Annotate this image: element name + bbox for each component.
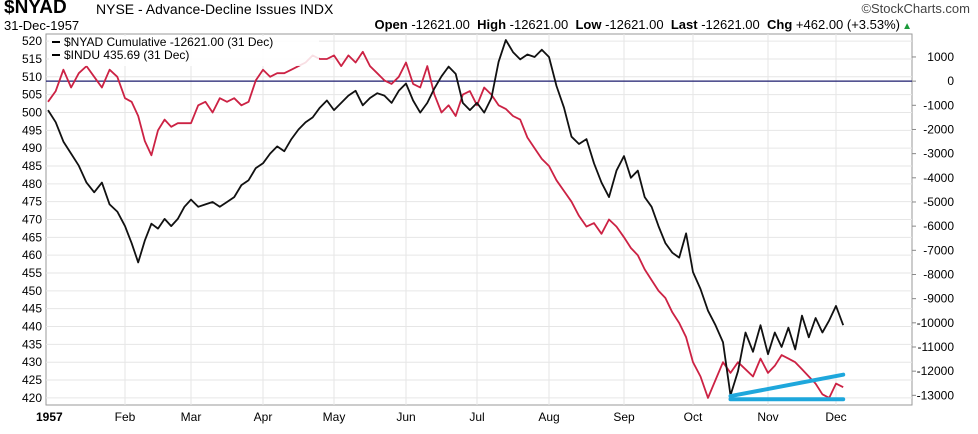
- high-label: High: [477, 17, 507, 32]
- x-tick-label: May: [323, 410, 346, 424]
- y-right-tick-label: -5000: [923, 195, 954, 209]
- y-right-tick-label: -4000: [923, 171, 954, 185]
- y-right-tick-label: -13000: [917, 388, 955, 402]
- y-left-tick-label: 420: [22, 391, 42, 405]
- ohlc-readout: Open -12621.00 High -12621.00 Low -12621…: [374, 17, 900, 32]
- y-left-tick-label: 480: [22, 177, 42, 191]
- y-right-tick-label: -2000: [923, 122, 954, 136]
- y-left-tick-label: 430: [22, 355, 42, 369]
- brand-watermark: ©StockCharts.com: [861, 1, 970, 16]
- y-right-tick-label: -6000: [923, 219, 954, 233]
- legend-box: [49, 36, 319, 66]
- y-left-tick-label: 520: [22, 34, 42, 48]
- chg-label: Chg: [767, 17, 793, 32]
- legend-entry: $NYAD Cumulative -12621.00 (31 Dec): [64, 35, 273, 49]
- y-right-tick-label: -9000: [923, 292, 954, 306]
- y-right-tick-label: -7000: [923, 243, 954, 257]
- x-tick-label: 1957: [36, 410, 63, 424]
- x-tick-label: Feb: [115, 410, 136, 424]
- series-line-indu: [47, 50, 844, 399]
- y-left-tick-label: 425: [22, 373, 42, 387]
- open-label: Open: [374, 17, 408, 32]
- y-right-tick-label: -3000: [923, 147, 954, 161]
- y-left-tick-label: 495: [22, 123, 42, 137]
- y-left-tick-label: 510: [22, 70, 42, 84]
- y-left-tick-label: 470: [22, 213, 42, 227]
- y-left-tick-label: 460: [22, 248, 42, 262]
- trendline: [728, 372, 846, 399]
- low-label: Low: [575, 17, 602, 32]
- x-tick-label: Oct: [684, 410, 703, 424]
- last-value: -12621.00: [701, 17, 760, 32]
- y-left-tick-label: 455: [22, 266, 42, 280]
- series-line-nyad: [47, 39, 845, 397]
- x-tick-label: Sep: [613, 410, 635, 424]
- symbol-description: NYSE - Advance-Decline Issues INDX: [96, 1, 334, 17]
- x-tick-label: Jun: [396, 410, 415, 424]
- high-value: -12621.00: [509, 17, 569, 32]
- x-tick-label: Dec: [825, 410, 846, 424]
- chart-date: 31-Dec-1957: [4, 18, 80, 33]
- symbol-title: $NYAD: [4, 0, 67, 18]
- x-tick-label: Aug: [538, 410, 559, 424]
- y-left-tick-label: 490: [22, 141, 42, 155]
- legend-entry: $INDU 435.69 (31 Dec): [64, 48, 189, 62]
- x-tick-label: Nov: [757, 410, 778, 424]
- up-arrow-icon: ▲: [902, 21, 912, 32]
- y-left-tick-label: 465: [22, 230, 42, 244]
- y-left-tick-label: 450: [22, 284, 42, 298]
- y-right-tick-label: -10000: [917, 316, 955, 330]
- last-label: Last: [670, 17, 698, 32]
- y-left-tick-label: 440: [22, 320, 42, 334]
- y-left-tick-label: 500: [22, 105, 42, 119]
- y-right-tick-label: 1000: [927, 50, 954, 64]
- y-right-tick-label: -1000: [923, 98, 954, 112]
- y-left-tick-label: 435: [22, 337, 42, 351]
- y-right-tick-label: -11000: [918, 340, 955, 354]
- y-left-tick-label: 515: [22, 52, 42, 66]
- y-left-tick-label: 485: [22, 159, 42, 173]
- x-tick-label: Apr: [254, 410, 273, 424]
- y-left-tick-label: 505: [22, 88, 42, 102]
- y-left-tick-label: 475: [22, 195, 42, 209]
- y-right-tick-label: -8000: [923, 267, 954, 281]
- low-value: -12621.00: [605, 17, 664, 32]
- chg-value: +462.00 (+3.53%): [795, 17, 900, 32]
- open-value: -12621.00: [411, 17, 470, 32]
- y-right-tick-label: -12000: [917, 364, 955, 378]
- y-left-tick-label: 445: [22, 302, 42, 316]
- x-tick-label: Jul: [469, 410, 484, 424]
- y-right-tick-label: 0: [947, 74, 954, 88]
- x-tick-label: Mar: [181, 410, 202, 424]
